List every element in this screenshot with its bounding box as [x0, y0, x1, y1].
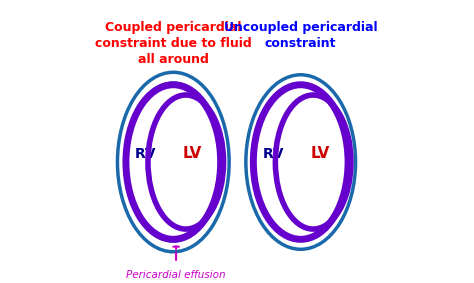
Text: Coupled pericardial
constraint due to fluid
all around: Coupled pericardial constraint due to fl… — [95, 21, 252, 66]
Text: Pericardial effusion: Pericardial effusion — [126, 270, 226, 280]
Text: LV: LV — [183, 146, 202, 161]
Text: LV: LV — [310, 146, 330, 161]
Text: RV: RV — [262, 147, 284, 161]
Text: Uncoupled pericardial
constraint: Uncoupled pericardial constraint — [224, 21, 377, 50]
Text: RV: RV — [135, 147, 156, 161]
